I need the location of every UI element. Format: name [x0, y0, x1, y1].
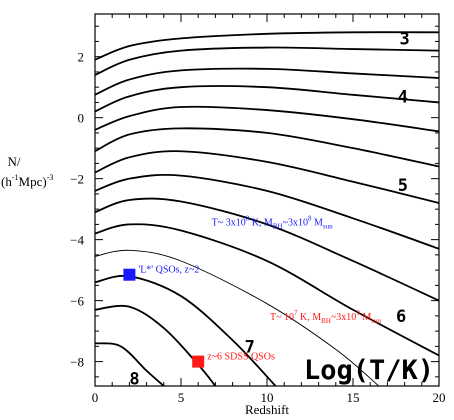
series-line — [95, 342, 165, 386]
series-line — [95, 67, 439, 96]
series-line — [95, 173, 439, 250]
annotation-red-note: T~ 107 K, MBH~3x109 Msun — [270, 309, 381, 325]
y-tick-label: 2 — [78, 50, 85, 65]
curves — [95, 31, 439, 386]
x-tick-label: 20 — [433, 390, 446, 405]
curve-label: 3 — [399, 29, 409, 49]
x-tick-label: 0 — [92, 390, 99, 405]
series-line — [95, 197, 439, 302]
y-tick-label: 0 — [78, 111, 85, 126]
plot-frame — [94, 13, 440, 387]
data-point-label: 'L*' QSOs, z~2 — [138, 265, 199, 276]
curve-label: 5 — [398, 176, 408, 196]
series-line — [95, 46, 439, 76]
data-point-label: z~6 SDSS QSOs — [207, 352, 275, 363]
series-line — [95, 304, 217, 386]
x-tick-label: 10 — [261, 390, 274, 405]
annotation-blue-note: T~ 3x108 K, MBH~3x108 Msun — [212, 214, 333, 230]
curve-label: 6 — [396, 307, 406, 327]
x-tick-label: 5 — [178, 390, 185, 405]
ticks — [94, 14, 440, 386]
series-line — [95, 150, 439, 204]
y-tick-label: −2 — [70, 172, 84, 187]
data-point-marker — [123, 268, 136, 281]
series-line — [95, 85, 439, 113]
curve-label: 7 — [245, 337, 255, 357]
y-tick-label: −6 — [70, 294, 84, 309]
data-point-marker — [192, 355, 205, 368]
y-tick-label: −4 — [70, 233, 84, 248]
series-line — [95, 105, 439, 133]
y-tick-label: −8 — [70, 355, 84, 370]
series-line — [95, 274, 277, 386]
series-line — [95, 31, 439, 61]
legend-title: Log(T/K) — [304, 355, 434, 386]
series-line — [95, 249, 380, 386]
y-axis-label: (h-1Mpc)-3 — [1, 173, 53, 189]
x-tick-label: 15 — [347, 390, 360, 405]
series-line — [95, 127, 439, 168]
x-axis-label: Redshift — [245, 402, 289, 417]
y-axis-label: N/ — [8, 154, 21, 169]
curve-label: 4 — [398, 87, 408, 107]
curve-label: 8 — [129, 369, 139, 389]
series-line — [95, 223, 439, 357]
